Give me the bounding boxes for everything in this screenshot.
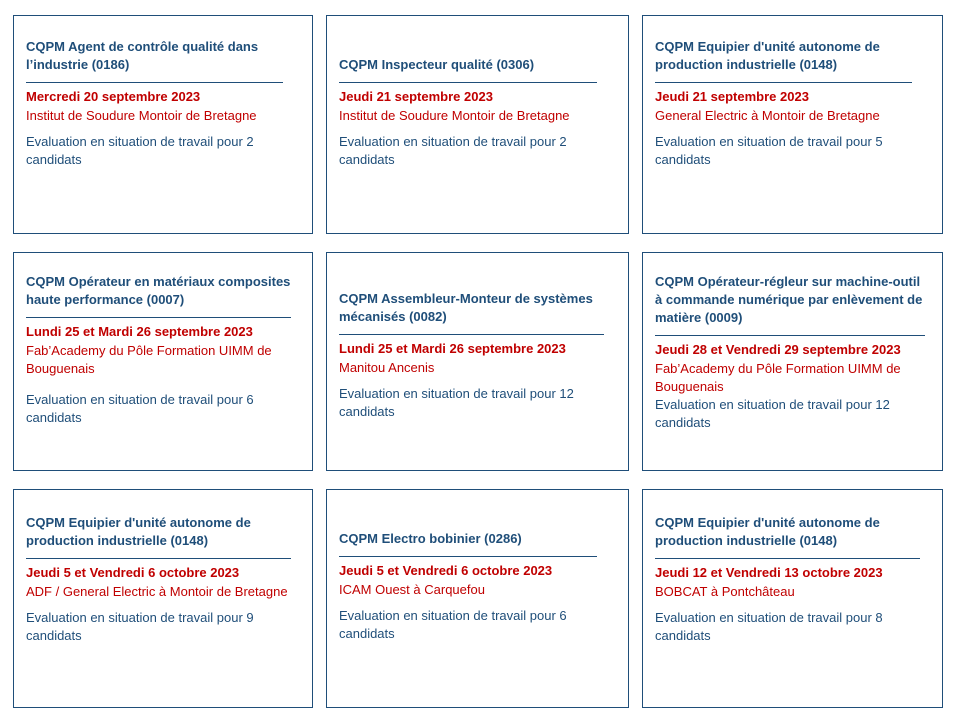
- card-date: Jeudi 21 septembre 2023: [655, 89, 809, 104]
- card-description: Evaluation en situation de travail pour …: [655, 134, 883, 167]
- card-title: CQPM Inspecteur qualité (0306): [339, 57, 535, 72]
- session-card-7: CQPM Equipier d'unité autonome de produc…: [13, 489, 313, 708]
- card-title: CQPM Assembleur-Monteur de systèmes méca…: [339, 291, 593, 324]
- card-divider: [339, 82, 597, 83]
- card-location: Fab’Academy du Pôle Formation UIMM de Bo…: [26, 343, 272, 376]
- session-card-4: CQPM Opérateur en matériaux composites h…: [13, 252, 313, 471]
- card-location: Institut de Soudure Montoir de Bretagne: [339, 108, 570, 123]
- card-description: Evaluation en situation de travail pour …: [655, 397, 890, 430]
- session-card-2: CQPM Inspecteur qualité (0306) Jeudi 21 …: [326, 15, 629, 234]
- card-description: Evaluation en situation de travail pour …: [26, 392, 254, 425]
- card-divider: [26, 317, 291, 318]
- card-description: Evaluation en situation de travail pour …: [26, 610, 254, 643]
- card-description: Evaluation en situation de travail pour …: [339, 386, 574, 419]
- card-divider: [655, 558, 920, 559]
- card-date: Jeudi 5 et Vendredi 6 octobre 2023: [26, 565, 240, 580]
- card-date: Jeudi 12 et Vendredi 13 octobre 2023: [655, 565, 883, 580]
- card-location: ADF / General Electric à Montoir de Bret…: [26, 584, 288, 599]
- card-description: Evaluation en situation de travail pour …: [655, 610, 883, 643]
- card-title: CQPM Equipier d'unité autonome de produc…: [655, 39, 880, 72]
- card-divider: [339, 334, 604, 335]
- card-description: Evaluation en situation de travail pour …: [339, 608, 567, 641]
- card-title: CQPM Electro bobinier (0286): [339, 531, 522, 546]
- card-title: CQPM Agent de contrôle qualité dans l’in…: [26, 39, 259, 72]
- card-divider: [26, 558, 291, 559]
- session-card-9: CQPM Equipier d'unité autonome de produc…: [642, 489, 943, 708]
- card-location: ICAM Ouest à Carquefou: [339, 582, 485, 597]
- card-description: Evaluation en situation de travail pour …: [339, 134, 567, 167]
- card-title: CQPM Opérateur-régleur sur machine-outil…: [655, 274, 923, 325]
- card-location: General Electric à Montoir de Bretagne: [655, 108, 880, 123]
- card-date: Jeudi 5 et Vendredi 6 octobre 2023: [339, 563, 553, 578]
- card-title: CQPM Equipier d'unité autonome de produc…: [655, 515, 880, 548]
- card-title: CQPM Opérateur en matériaux composites h…: [26, 274, 291, 307]
- card-divider: [655, 82, 912, 83]
- card-date: Lundi 25 et Mardi 26 septembre 2023: [26, 324, 253, 339]
- session-card-1: CQPM Agent de contrôle qualité dans l’in…: [13, 15, 313, 234]
- session-card-3: CQPM Equipier d'unité autonome de produc…: [642, 15, 943, 234]
- card-title: CQPM Equipier d'unité autonome de produc…: [26, 515, 251, 548]
- card-location: BOBCAT à Pontchâteau: [655, 584, 795, 599]
- card-location: Manitou Ancenis: [339, 360, 435, 375]
- session-card-8: CQPM Electro bobinier (0286) Jeudi 5 et …: [326, 489, 629, 708]
- card-location: Fab’Academy du Pôle Formation UIMM de Bo…: [655, 361, 901, 394]
- card-divider: [339, 556, 597, 557]
- card-date: Jeudi 28 et Vendredi 29 septembre 2023: [655, 342, 901, 357]
- card-divider: [26, 82, 283, 83]
- card-divider: [655, 335, 925, 336]
- card-location: Institut de Soudure Montoir de Bretagne: [26, 108, 257, 123]
- card-date: Mercredi 20 septembre 2023: [26, 89, 201, 104]
- card-date: Lundi 25 et Mardi 26 septembre 2023: [339, 341, 566, 356]
- session-card-6: CQPM Opérateur-régleur sur machine-outil…: [642, 252, 943, 471]
- session-card-5: CQPM Assembleur-Monteur de systèmes méca…: [326, 252, 629, 471]
- card-date: Jeudi 21 septembre 2023: [339, 89, 493, 104]
- card-description: Evaluation en situation de travail pour …: [26, 134, 254, 167]
